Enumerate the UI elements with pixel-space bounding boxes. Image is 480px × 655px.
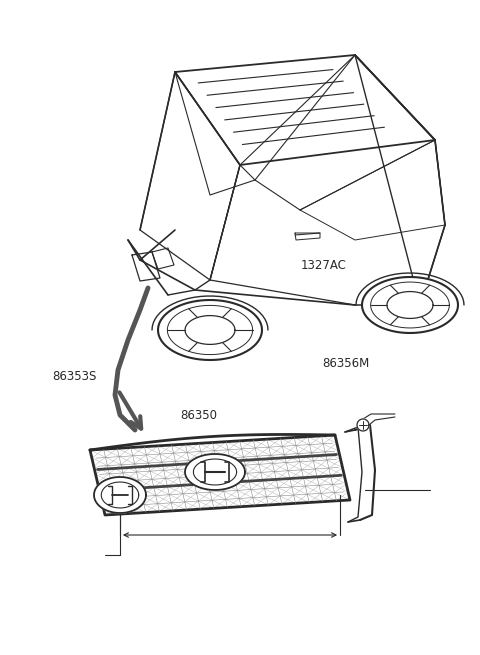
Polygon shape xyxy=(357,419,369,431)
Text: 1327AC: 1327AC xyxy=(301,259,347,272)
Polygon shape xyxy=(362,277,458,333)
Polygon shape xyxy=(158,300,262,360)
Polygon shape xyxy=(185,316,235,345)
Polygon shape xyxy=(94,477,146,513)
Polygon shape xyxy=(387,291,433,318)
Text: 86350: 86350 xyxy=(180,409,218,422)
Polygon shape xyxy=(185,454,245,490)
Text: 86356M: 86356M xyxy=(322,357,369,370)
Text: 86353S: 86353S xyxy=(52,370,96,383)
